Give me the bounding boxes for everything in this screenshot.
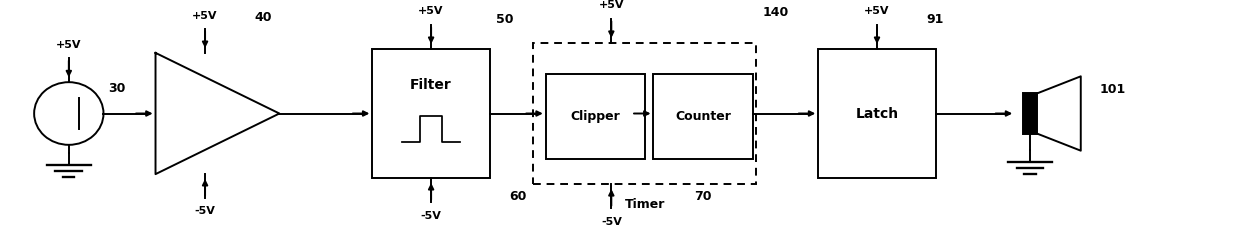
Text: 140: 140 [763, 7, 789, 20]
Text: Latch: Latch [856, 106, 899, 121]
Bar [818, 49, 936, 178]
Bar [533, 43, 756, 184]
Text: +5V: +5V [864, 7, 890, 17]
Bar [653, 74, 753, 159]
Text: -5V: -5V [195, 207, 216, 217]
Text: 50: 50 [496, 12, 513, 26]
Text: +5V: +5V [192, 10, 218, 20]
Text: 70: 70 [694, 190, 712, 203]
Text: +5V: +5V [599, 0, 624, 10]
Text: 40: 40 [254, 10, 272, 24]
Text: +5V: +5V [418, 7, 444, 17]
Text: Timer: Timer [625, 198, 665, 211]
Text: -5V: -5V [601, 217, 621, 227]
Text: 101: 101 [1100, 83, 1126, 96]
Text: Filter: Filter [410, 78, 453, 92]
Text: +5V: +5V [56, 40, 82, 50]
Bar [1023, 93, 1038, 134]
Text: 60: 60 [510, 190, 527, 203]
Bar [372, 49, 490, 178]
Text: -5V: -5V [420, 210, 441, 220]
Text: Clipper: Clipper [570, 110, 620, 123]
Bar [546, 74, 645, 159]
Text: 30: 30 [108, 82, 125, 95]
Text: 91: 91 [926, 12, 944, 26]
Text: Counter: Counter [675, 110, 730, 123]
